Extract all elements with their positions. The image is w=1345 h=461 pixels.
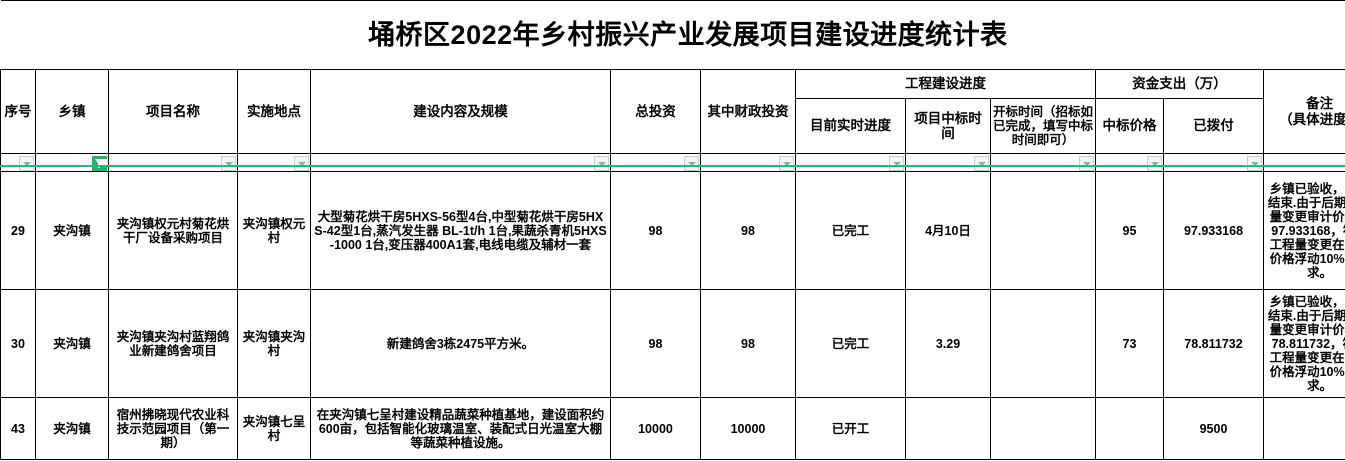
remark-header-line1: 备注 xyxy=(1306,96,1334,112)
table-row[interactable]: 29 夹沟镇 夹沟镇权元村菊花烘干厂设备采购项目 夹沟镇权元村 大型菊花烘干房5… xyxy=(0,171,1345,290)
filter-cell-open-bid-time xyxy=(990,153,1096,172)
cell-paid: 9500 xyxy=(1163,397,1264,460)
cell-location: 夹沟镇七呈村 xyxy=(237,397,311,460)
cell-remark: 乡镇已验收，审计结束.由于后期工程量变更审计价格在78.811732，符合工程量… xyxy=(1262,289,1345,398)
table-row[interactable]: 43 夹沟镇 宿州拂晓现代农业科技示范园项目（第一期） 夹沟镇七呈村 在夹沟镇七… xyxy=(0,397,1345,460)
filter-cell-project xyxy=(108,153,238,172)
autofilter-row xyxy=(0,153,1345,172)
filter-cell-town xyxy=(35,153,109,172)
cell-project: 宿州拂晓现代农业科技示范园项目（第一期） xyxy=(108,397,238,460)
cell-bid-price: 73 xyxy=(1095,289,1164,398)
cell-town: 夹沟镇 xyxy=(35,397,109,460)
col-header-project[interactable]: 项目名称 xyxy=(108,69,238,154)
filter-cell-location xyxy=(237,153,311,172)
filter-cell-content xyxy=(310,153,611,172)
title-row: 埇桥区2022年乡村振兴产业发展项目建设进度统计表 xyxy=(0,0,1345,70)
cell-content: 新建鸽舍3栋2475平方米。 xyxy=(310,289,611,398)
cell-seq: 30 xyxy=(0,289,36,398)
cell-total-investment: 10000 xyxy=(610,397,701,460)
col-header-remark[interactable]: 备注 （具体进度） xyxy=(1262,69,1345,154)
table-row[interactable]: 30 夹沟镇 夹沟镇夹沟村蓝翔鸽业新建鸽舍项目 夹沟镇夹沟村 新建鸽舍3栋247… xyxy=(0,289,1345,398)
filter-dropdown-fiscal-investment-icon[interactable] xyxy=(779,156,794,171)
cell-total-investment: 98 xyxy=(610,171,701,290)
cell-current-progress: 已完工 xyxy=(795,171,906,290)
cell-fiscal-investment: 98 xyxy=(700,289,796,398)
filter-dropdown-project-icon[interactable] xyxy=(221,156,236,171)
col-header-total-investment[interactable]: 总投资 xyxy=(610,69,701,154)
filter-cell-current-progress xyxy=(795,153,906,172)
cell-remark xyxy=(1262,397,1345,460)
cell-open-bid-time xyxy=(990,289,1096,398)
filter-cell-seq xyxy=(0,153,36,172)
col-header-open-bid-time[interactable]: 开标时间（招标如已完成，填写中标时间即可） xyxy=(990,98,1096,154)
filter-cell-remark xyxy=(1262,153,1345,172)
filter-dropdown-total-investment-icon[interactable] xyxy=(684,156,699,171)
filter-dropdown-location-icon[interactable] xyxy=(294,156,309,171)
autofilter-divider xyxy=(0,165,1345,167)
filter-dropdown-seq-icon[interactable] xyxy=(19,156,34,171)
cell-bid-price: 95 xyxy=(1095,171,1164,290)
filter-cell-paid xyxy=(1163,153,1264,172)
filter-cell-fiscal-investment xyxy=(700,153,796,172)
cell-content: 在夹沟镇七呈村建设精品蔬菜种植基地，建设面积约600亩，包括智能化玻璃温室、装配… xyxy=(310,397,611,460)
cell-seq: 43 xyxy=(0,397,36,460)
filter-dropdown-paid-icon[interactable] xyxy=(1247,156,1262,171)
header-row-sub: 目前实时进度 项目中标时间 开标时间（招标如已完成，填写中标时间即可） 中标价格… xyxy=(1,98,1345,154)
cell-location: 夹沟镇夹沟村 xyxy=(237,289,311,398)
cell-location: 夹沟镇权元村 xyxy=(237,171,311,290)
group-header-construction-progress: 工程建设进度 xyxy=(795,69,1096,99)
col-header-bid-price[interactable]: 中标价格 xyxy=(1095,98,1164,154)
col-header-seq[interactable]: 序号 xyxy=(0,69,36,154)
filter-dropdown-open-bid-time-icon[interactable] xyxy=(1079,156,1094,171)
filter-dropdown-current-progress-icon[interactable] xyxy=(889,156,904,171)
header-row-top: 序号 乡镇 项目名称 实施地点 建设内容及规模 总投资 其中财政投资 工程建设进… xyxy=(0,69,1345,154)
cell-fiscal-investment: 10000 xyxy=(700,397,796,460)
cell-bid-price xyxy=(1095,397,1164,460)
cell-remark: 乡镇已验收，审计结束.由于后期工程量变更审计价格在97.933168，符合工程量… xyxy=(1262,171,1345,290)
col-header-paid[interactable]: 已拨付 xyxy=(1163,98,1264,154)
cell-open-bid-time xyxy=(990,171,1096,290)
col-header-location[interactable]: 实施地点 xyxy=(237,69,311,154)
cell-bid-time xyxy=(905,397,991,460)
remark-header-line2: （具体进度） xyxy=(1279,111,1345,127)
filter-dropdown-content-icon[interactable] xyxy=(594,156,609,171)
cell-bid-time: 3.29 xyxy=(905,289,991,398)
cell-current-progress: 已开工 xyxy=(795,397,906,460)
cell-fiscal-investment: 98 xyxy=(700,171,796,290)
cell-town: 夹沟镇 xyxy=(35,289,109,398)
group-header-fund-expenditure: 资金支出（万） xyxy=(1095,69,1264,99)
cell-paid: 78.811732 xyxy=(1163,289,1264,398)
cell-seq: 29 xyxy=(0,171,36,290)
filter-active-town-icon[interactable] xyxy=(92,156,108,171)
filter-cell-bid-price xyxy=(1095,153,1164,172)
filter-cell-bid-time xyxy=(905,153,991,172)
cell-total-investment: 98 xyxy=(610,289,701,398)
filter-dropdown-bid-price-icon[interactable] xyxy=(1147,156,1162,171)
col-header-town[interactable]: 乡镇 xyxy=(35,69,109,154)
cell-open-bid-time xyxy=(990,397,1096,460)
cell-paid: 97.933168 xyxy=(1163,171,1264,290)
cell-project: 夹沟镇权元村菊花烘干厂设备采购项目 xyxy=(108,171,238,290)
cell-project: 夹沟镇夹沟村蓝翔鸽业新建鸽舍项目 xyxy=(108,289,238,398)
cell-bid-time: 4月10日 xyxy=(905,171,991,290)
filter-dropdown-bid-time-icon[interactable] xyxy=(974,156,989,171)
cell-current-progress: 已完工 xyxy=(795,289,906,398)
filter-cell-total-investment xyxy=(610,153,701,172)
col-header-content[interactable]: 建设内容及规模 xyxy=(310,69,611,154)
col-header-bid-time[interactable]: 项目中标时间 xyxy=(905,98,991,154)
cell-content: 大型菊花烘干房5HXS-56型4台,中型菊花烘干房5HXS-42型1台,蒸汽发生… xyxy=(310,171,611,290)
col-header-fiscal-investment[interactable]: 其中财政投资 xyxy=(700,69,796,154)
cell-town: 夹沟镇 xyxy=(35,171,109,290)
page-title: 埇桥区2022年乡村振兴产业发展项目建设进度统计表 xyxy=(0,0,1345,70)
col-header-current-progress[interactable]: 目前实时进度 xyxy=(795,98,906,154)
